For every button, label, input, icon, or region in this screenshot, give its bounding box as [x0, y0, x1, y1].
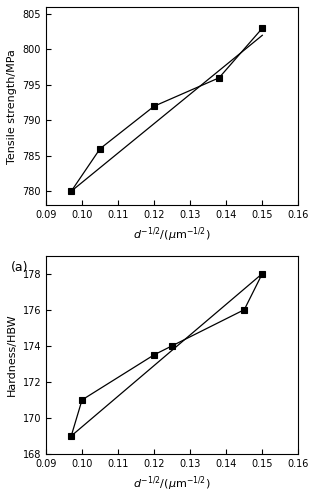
Text: (a): (a) — [11, 261, 28, 274]
X-axis label: $d^{-1/2}$/($\mu$m$^{-1/2}$): $d^{-1/2}$/($\mu$m$^{-1/2}$) — [133, 226, 211, 244]
Y-axis label: Tensile strength/MPa: Tensile strength/MPa — [7, 48, 17, 164]
X-axis label: $d^{-1/2}$/($\mu$m$^{-1/2}$): $d^{-1/2}$/($\mu$m$^{-1/2}$) — [133, 474, 211, 493]
Y-axis label: Hardness/HBW: Hardness/HBW — [7, 314, 17, 396]
